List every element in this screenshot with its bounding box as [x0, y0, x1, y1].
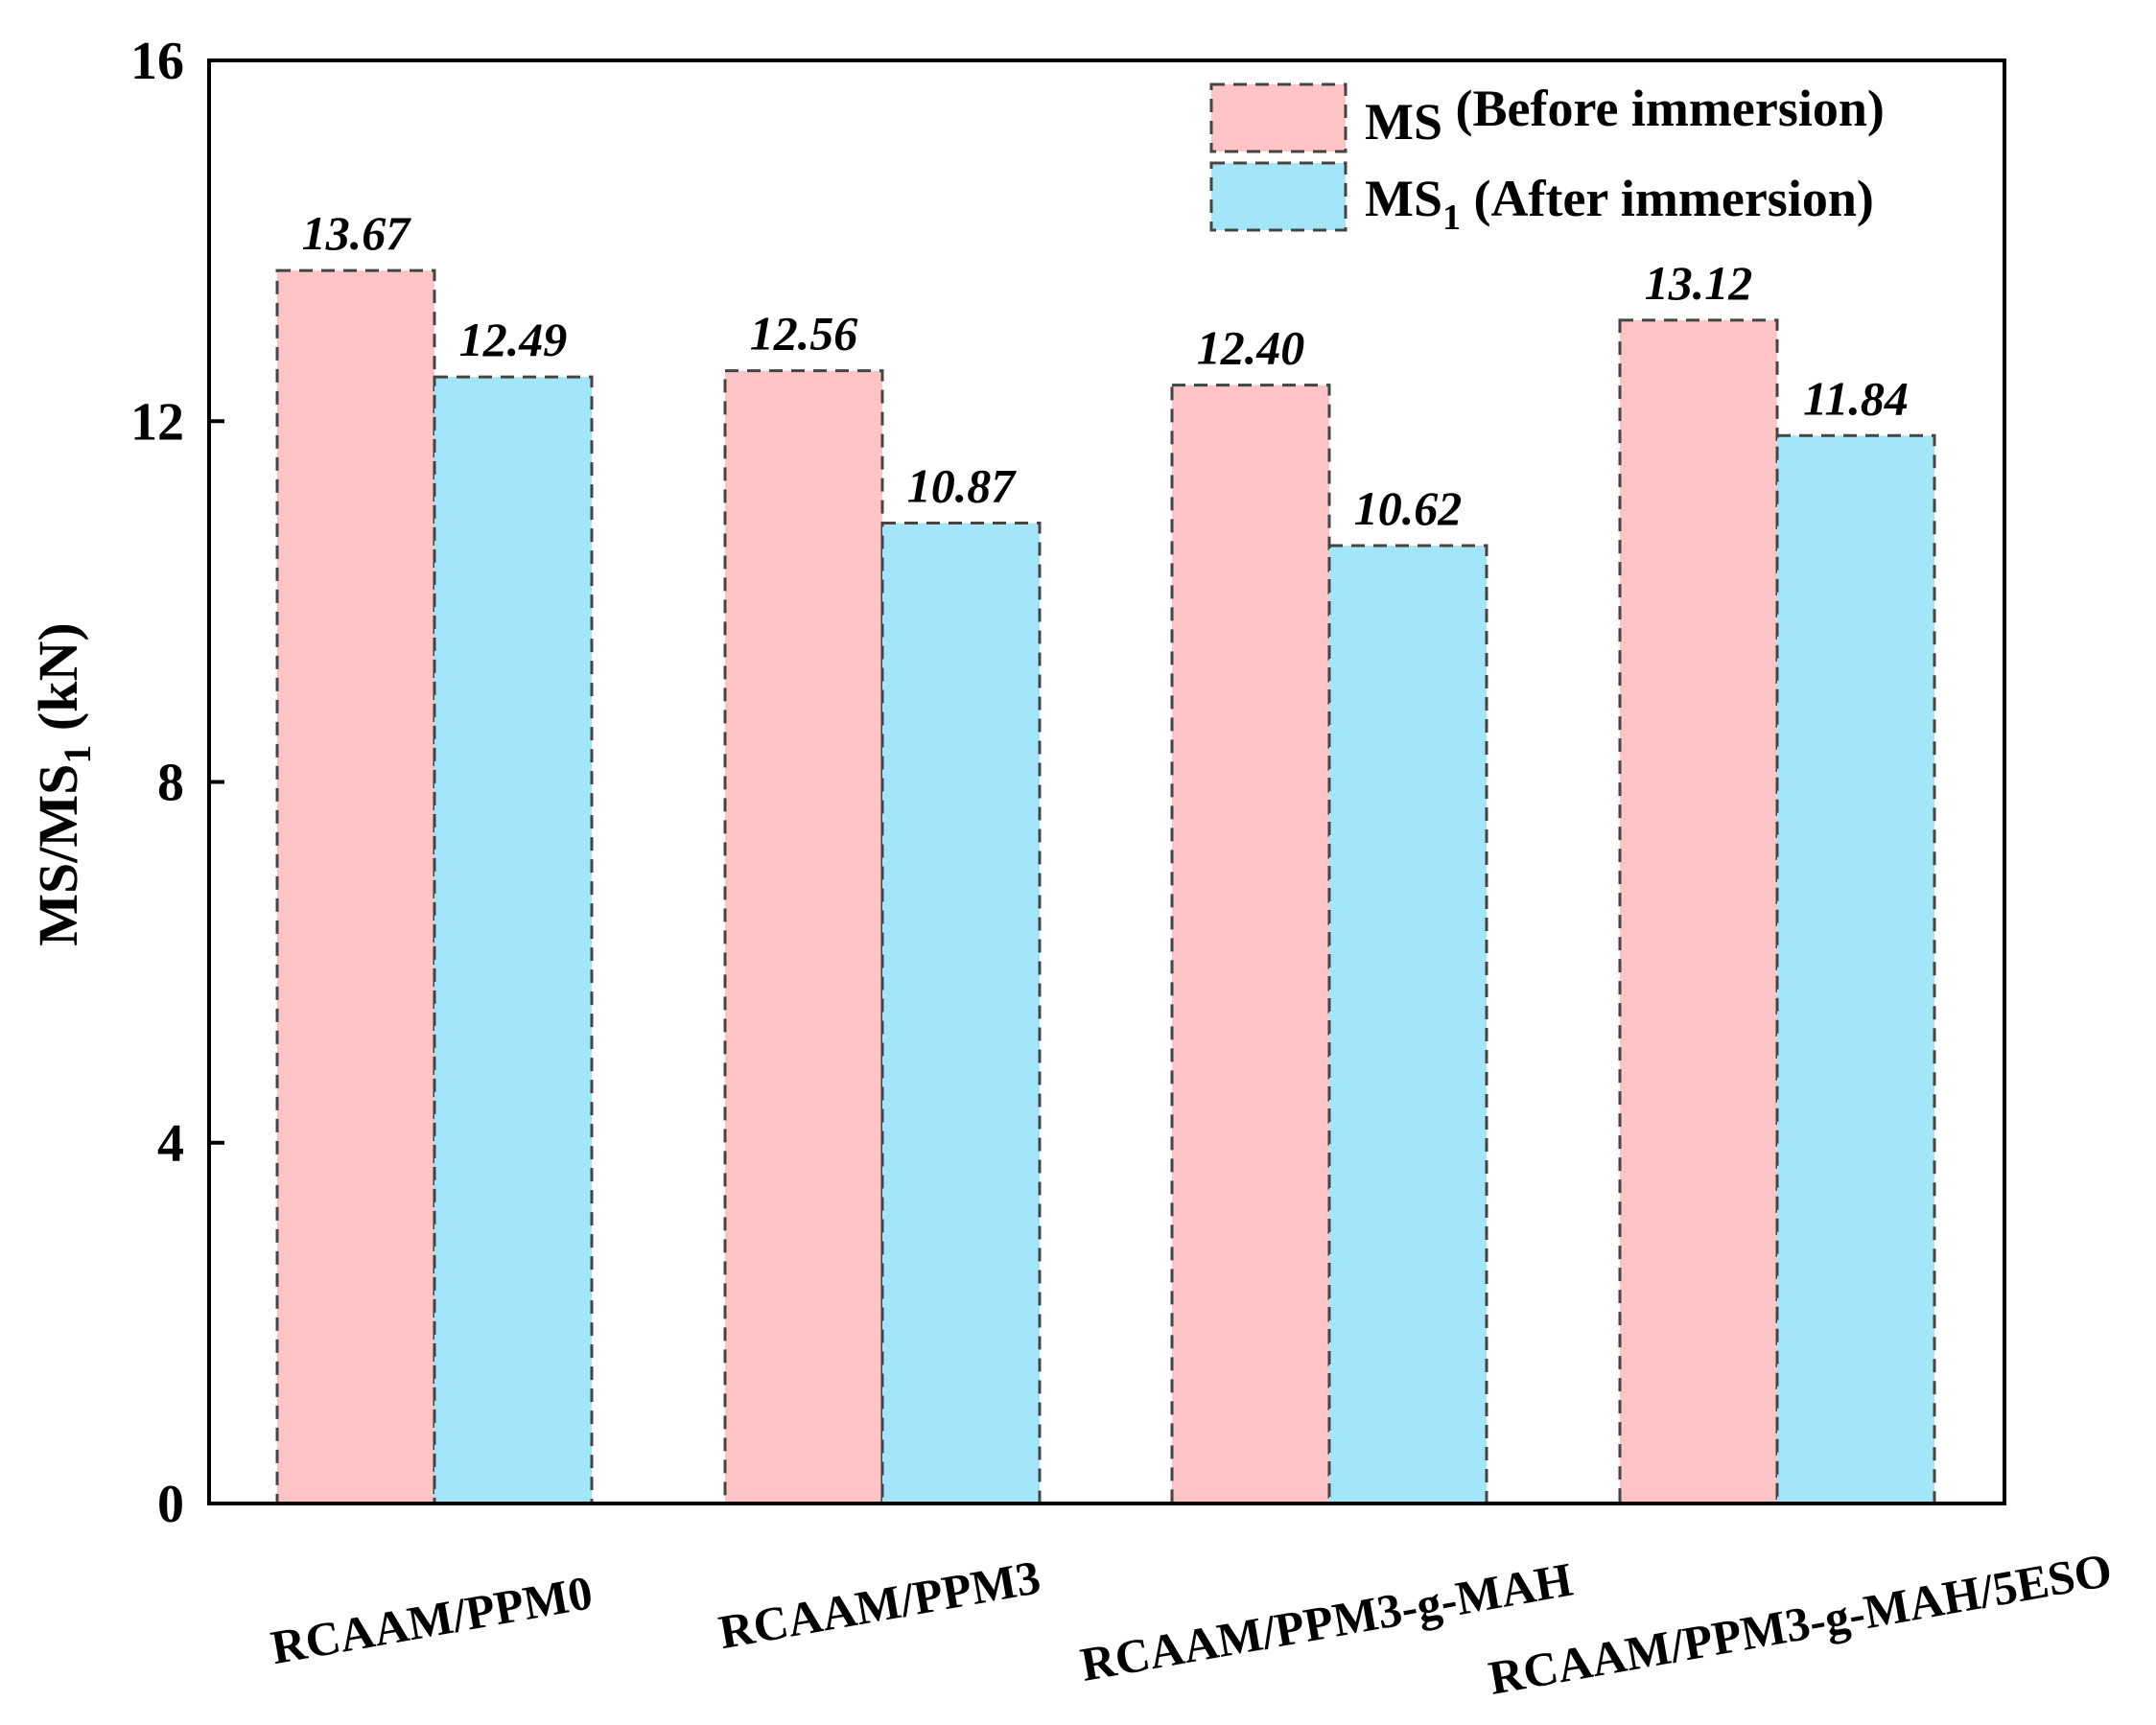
legend-label-1-main: MS	[1365, 170, 1442, 227]
y-tick-label-3: 12	[130, 392, 184, 452]
x-category-label-0: RCAAM/PPM0	[267, 1565, 596, 1674]
y-tick-label-0: 0	[157, 1475, 184, 1534]
legend-swatch-before-immersion	[1209, 82, 1348, 153]
y-axis: 0 4 8 12 16	[130, 32, 224, 1534]
bar-ms1-3	[1775, 433, 1936, 1505]
legend-label-before-immersion: MS (Before immersion)	[1365, 80, 1885, 151]
legend: MS (Before immersion) MS1 (After immersi…	[1209, 80, 1885, 238]
legend-label-0-main: MS	[1365, 93, 1442, 151]
value-label-ms1-1: 10.87	[907, 459, 1018, 513]
y-axis-title-unit: (kN)	[27, 622, 89, 744]
y-axis-title-sub: 1	[56, 745, 99, 764]
bar-ms-0	[275, 268, 436, 1505]
bars-layer	[275, 268, 1936, 1505]
value-label-ms1-0: 12.49	[459, 313, 568, 366]
y-tick-label-4: 16	[130, 32, 184, 91]
value-label-ms-2: 12.40	[1197, 321, 1305, 375]
value-label-ms-0: 13.67	[302, 206, 412, 260]
legend-label-after-immersion: MS1 (After immersion)	[1365, 170, 1874, 238]
bar-ms-1	[723, 369, 884, 1505]
value-label-ms-3: 13.12	[1645, 256, 1753, 310]
legend-label-1-sub: 1	[1442, 198, 1461, 238]
x-axis: RCAAM/PPM0 RCAAM/PPM3 RCAAM/PPM3-g-MAHRCAA…	[267, 1543, 2116, 1705]
x-category-label-3: RCAAM/PPM3-g-MAH/5ESO	[1485, 1543, 2116, 1705]
legend-label-1-rest: (After immersion)	[1461, 170, 1874, 227]
y-axis-title-main: MS/MS	[27, 764, 89, 946]
x-category-label-1: RCAAM/PPM3	[715, 1550, 1043, 1659]
value-label-ms1-3: 11.84	[1803, 371, 1909, 425]
bar-ms1-2	[1327, 544, 1488, 1505]
legend-swatch-after-immersion	[1209, 161, 1348, 232]
bar-ms1-1	[880, 522, 1042, 1505]
legend-label-0-rest: (Before immersion)	[1442, 80, 1885, 137]
y-tick-label-2: 8	[157, 754, 184, 813]
bar-ms-2	[1170, 384, 1331, 1505]
value-label-ms1-2: 10.62	[1354, 481, 1463, 535]
value-labels-layer: 13.67 12.49 12.56 10.87 12.40 10.62 13.12 11.84	[302, 206, 1909, 535]
bar-ms1-0	[433, 375, 594, 1505]
y-tick-label-1: 4	[157, 1114, 184, 1174]
y-axis-title: MS/MS1 (kN)	[27, 622, 99, 945]
bar-ms-3	[1618, 318, 1779, 1505]
value-label-ms-1: 12.56	[750, 307, 858, 361]
